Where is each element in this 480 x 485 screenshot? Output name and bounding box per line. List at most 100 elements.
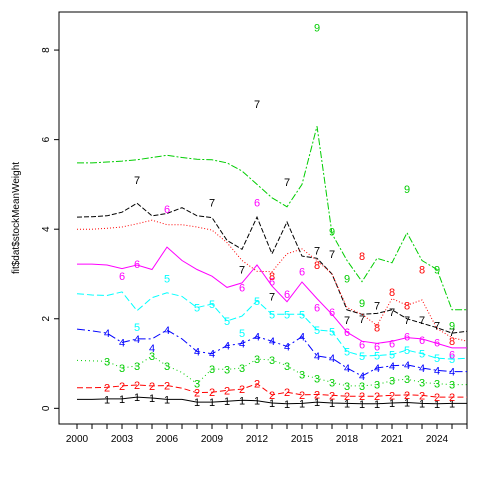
point-label-7: 7 [134,175,140,187]
point-label-8: 8 [269,271,275,283]
point-label-5: 5 [419,349,425,361]
point-label-4: 4 [344,363,350,375]
point-label-3: 3 [404,374,410,386]
point-label-1: 1 [239,395,245,407]
series-layer [76,126,468,405]
y-axis-title: fit$dat$stockMeanWeight [11,162,22,274]
point-label-6: 6 [134,259,140,271]
point-label-2: 2 [389,390,395,402]
point-label-3: 3 [104,356,110,368]
x-tick-label: 2006 [156,434,179,445]
point-label-1: 1 [299,398,305,410]
point-label-2: 2 [164,381,170,393]
point-label-6: 6 [359,340,365,352]
point-label-3: 3 [299,370,305,382]
point-label-7: 7 [239,265,245,277]
point-label-8: 8 [374,323,380,335]
point-label-4: 4 [314,351,320,363]
point-label-1: 1 [419,398,425,410]
point-label-1: 1 [194,397,200,409]
point-label-7: 7 [404,315,410,327]
point-label-2: 2 [434,392,440,404]
point-label-1: 1 [344,398,350,410]
point-label-7: 7 [269,291,275,303]
point-label-4: 4 [119,338,125,350]
point-label-4: 4 [284,342,290,354]
point-label-4: 4 [149,343,155,355]
point-label-9: 9 [344,274,350,286]
point-labels-layer: 1 1 1 1 1 1 1 1 1 1 1 1 1 1 1 1 1 1 1 1 1 1 12 2 2 2 22 2 2 2 22 2 2 2 2 2 2… [104,23,455,411]
point-label-2: 2 [269,390,275,402]
point-label-2: 2 [104,382,110,394]
point-label-4: 4 [134,334,140,346]
series-line-1 [77,396,467,405]
x-tick-label: 2009 [201,434,224,445]
point-label-5: 5 [239,328,245,340]
y-tick-label: 0 [41,405,52,411]
point-label-3: 3 [389,376,395,388]
x-tick-label: 2015 [291,434,314,445]
x-tick-label: 2018 [336,434,359,445]
point-label-3: 3 [374,380,380,392]
point-label-6: 6 [404,332,410,344]
point-label-3: 3 [134,361,140,373]
point-label-2: 2 [344,391,350,403]
point-label-2: 2 [299,390,305,402]
point-label-9: 9 [359,298,365,310]
series-line-8 [77,219,468,342]
point-label-2: 2 [224,385,230,397]
point-label-5: 5 [164,274,170,286]
point-label-1: 1 [434,399,440,411]
point-label-5: 5 [134,322,140,334]
point-label-3: 3 [449,380,455,392]
point-label-5: 5 [359,351,365,363]
series-line-2 [77,383,467,398]
point-label-3: 3 [284,361,290,373]
point-label-1: 1 [119,394,125,406]
point-label-2: 2 [254,379,260,391]
point-label-3: 3 [419,377,425,389]
point-label-4: 4 [209,349,215,361]
point-label-2: 2 [404,390,410,402]
point-label-7: 7 [344,315,350,327]
point-label-6: 6 [239,282,245,294]
point-label-7: 7 [434,321,440,333]
point-label-4: 4 [359,371,365,383]
point-label-7: 7 [329,249,335,261]
point-label-4: 4 [239,338,245,350]
point-label-5: 5 [344,347,350,359]
point-label-2: 2 [284,387,290,399]
point-label-3: 3 [329,377,335,389]
point-label-6: 6 [329,307,335,319]
x-tick-label: 2012 [246,434,269,445]
series-line-9 [77,126,467,311]
y-tick-label: 2 [41,316,52,322]
point-label-8: 8 [404,300,410,312]
point-label-3: 3 [314,373,320,385]
x-tick-label: 2024 [426,434,449,445]
point-label-1: 1 [359,399,365,411]
point-label-1: 1 [224,396,230,408]
point-label-5: 5 [329,326,335,338]
point-label-5: 5 [389,350,395,362]
point-label-9: 9 [434,265,440,277]
point-label-4: 4 [404,360,410,372]
point-label-5: 5 [284,309,290,321]
point-label-6: 6 [344,327,350,339]
point-label-7: 7 [284,177,290,189]
point-label-8: 8 [359,251,365,263]
point-label-7: 7 [374,300,380,312]
point-label-5: 5 [224,316,230,328]
point-label-1: 1 [104,394,110,406]
y-tick-label: 8 [41,47,52,53]
point-label-2: 2 [119,381,125,393]
point-label-3: 3 [434,379,440,391]
point-label-2: 2 [374,391,380,403]
point-label-4: 4 [224,341,230,353]
point-label-6: 6 [374,342,380,354]
y-tick-label: 4 [41,226,52,232]
point-label-3: 3 [359,381,365,393]
series-line-3 [76,355,467,387]
point-label-4: 4 [374,363,380,375]
